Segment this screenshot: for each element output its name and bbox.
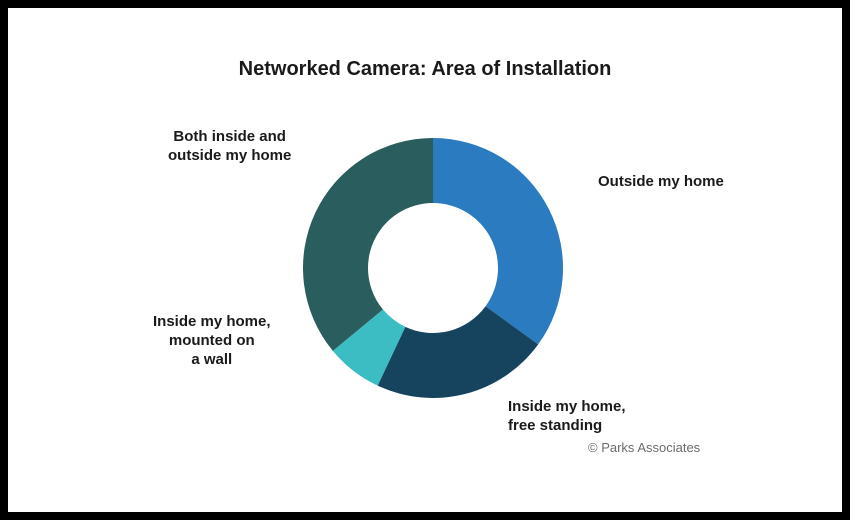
- slice-label: Inside my home, free standing: [508, 398, 626, 436]
- slice-label: Inside my home, mounted on a wall: [153, 313, 271, 369]
- donut-chart: [303, 138, 563, 398]
- donut-slice: [303, 138, 433, 351]
- slice-label: Both inside and outside my home: [168, 128, 291, 166]
- donut-slice: [433, 138, 563, 344]
- donut-svg: [303, 138, 563, 398]
- chart-title: Networked Camera: Area of Installation: [8, 58, 842, 81]
- slice-label: Outside my home: [598, 173, 724, 192]
- chart-frame: Networked Camera: Area of Installation O…: [0, 0, 850, 520]
- credit-text: © Parks Associates: [588, 440, 700, 455]
